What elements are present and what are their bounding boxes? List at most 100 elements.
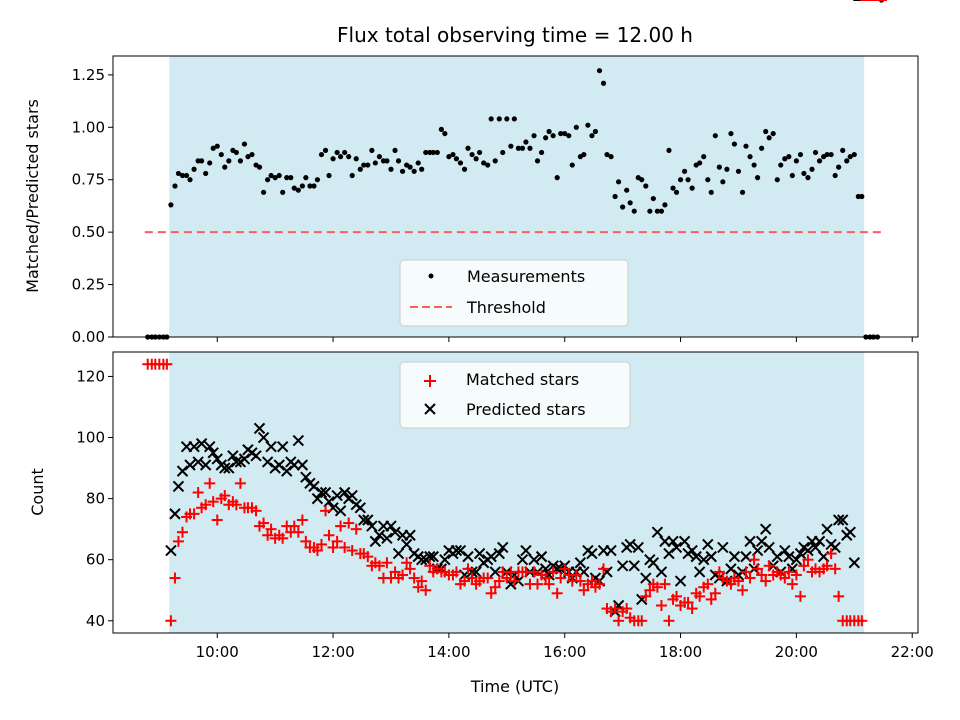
predicted-star-point (199, 459, 212, 471)
measurement-point (608, 154, 614, 160)
measurement-point (612, 193, 618, 200)
measurement-point (812, 149, 819, 156)
measurement-point (376, 154, 383, 160)
measurement-point (307, 183, 313, 189)
predicted-star-point (586, 547, 598, 560)
y-tick-label: 100 (76, 429, 105, 447)
matched-star-point (176, 526, 188, 538)
matched-star-point (204, 477, 216, 489)
matched-star-point (794, 590, 806, 602)
matched-star-point (508, 575, 520, 587)
measurement-point (284, 175, 290, 181)
measurement-point (519, 145, 526, 151)
measurement-point (469, 151, 475, 158)
matched-star-point (640, 590, 652, 602)
matched-star-point (694, 590, 706, 602)
predicted-star-point (427, 550, 439, 563)
legend-measurements-label: Measurements (467, 267, 585, 286)
measurement-point (353, 156, 359, 162)
x-axis-label: Time (UTC) (470, 677, 559, 696)
matched-stars-points (142, 0, 888, 627)
matched-star-point (327, 541, 339, 553)
matched-star-point (659, 578, 671, 590)
measurement-point (682, 168, 688, 174)
measurement-point (372, 160, 378, 166)
predicted-star-point (195, 437, 208, 450)
matched-star-point (188, 508, 200, 520)
matched-star-point (501, 572, 513, 584)
measurement-point (500, 149, 506, 156)
measurement-point (705, 177, 711, 183)
measurement-point (465, 145, 471, 151)
matched-star-point (311, 545, 323, 557)
measurement-point (620, 204, 626, 210)
measurement-point (538, 149, 545, 156)
predicted-star-point (485, 550, 497, 563)
matched-star-point (450, 566, 462, 578)
predicted-star-point (192, 456, 204, 468)
matched-star-point (489, 581, 501, 593)
matched-star-point (737, 584, 749, 596)
matched-star-point (593, 578, 605, 590)
matched-star-point (613, 615, 625, 627)
matched-star-point (713, 566, 725, 578)
predicted-star-point (238, 453, 251, 465)
measurement-point (395, 158, 402, 164)
predicted-star-point (783, 550, 795, 563)
predicted-star-point (686, 544, 698, 557)
predicted-star-point (628, 560, 640, 572)
measurement-point (786, 154, 792, 160)
measurement-point (763, 128, 769, 135)
measurement-point (654, 208, 660, 214)
measurement-point (295, 187, 301, 193)
matched-star-point (551, 587, 563, 599)
measurement-point (712, 133, 718, 139)
x-tick-label: 10:00 (196, 643, 239, 661)
matched-star-point (350, 523, 362, 535)
ratio-y-ticks: 0.00 0.25 0.50 0.75 1.00 1.25 (72, 66, 113, 346)
measurement-point (589, 133, 595, 139)
predicted-star-point (184, 459, 196, 471)
measurement-point (759, 145, 765, 151)
predicted-star-point (265, 440, 277, 453)
measurement-point (346, 154, 352, 160)
measurement-point (172, 183, 178, 189)
predicted-star-point (655, 566, 668, 578)
predicted-star-point (354, 502, 366, 514)
measurement-point (233, 149, 239, 156)
predicted-star-point (678, 535, 691, 548)
measurement-point (203, 170, 209, 177)
measurement-point (199, 158, 205, 164)
measurement-point (816, 158, 823, 164)
measurement-point (558, 130, 564, 137)
predicted-star-point (520, 544, 532, 557)
matched-star-point (802, 554, 814, 566)
matched-star-point (219, 490, 231, 502)
measurement-point (288, 175, 294, 181)
measurement-point (322, 147, 329, 153)
legend-threshold-label: Threshold (466, 298, 546, 317)
y-tick-label: 0.25 (72, 276, 105, 294)
matched-star-point (798, 560, 810, 572)
predicted-star-point (311, 492, 324, 505)
measurement-point (720, 179, 726, 185)
matched-star-point (169, 572, 181, 584)
matched-star-point (207, 496, 219, 508)
predicted-star-point (640, 572, 652, 584)
measurement-point (183, 172, 190, 179)
matched-star-point (315, 538, 327, 550)
matched-star-point (574, 575, 586, 587)
measurement-point (384, 158, 390, 164)
predicted-star-point (176, 465, 189, 477)
predicted-star-point (346, 489, 358, 502)
counts-y-axis-label: Count (28, 468, 47, 516)
predicted-star-point (702, 538, 714, 551)
counts-legend: Matched stars Predicted stars (399, 361, 631, 429)
predicted-star-point (276, 440, 289, 453)
predicted-star-point (605, 544, 617, 557)
matched-star-point (493, 575, 505, 587)
measurement-point (739, 189, 746, 195)
y-tick-label: 40 (86, 612, 105, 630)
measurement-point (361, 162, 367, 168)
predicted-star-point (728, 550, 741, 563)
